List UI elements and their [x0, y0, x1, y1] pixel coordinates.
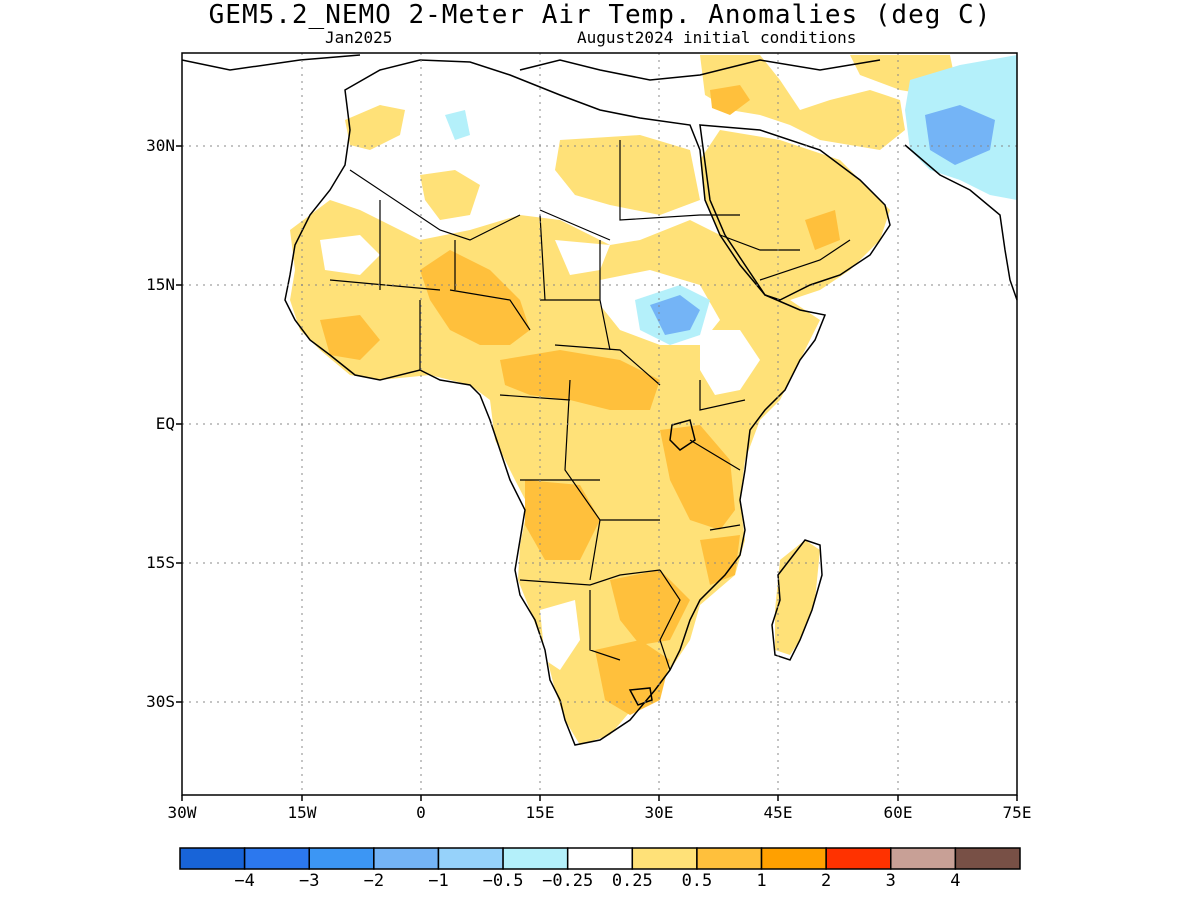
- lon-tick-label: 15E: [525, 803, 555, 822]
- neutral-anomaly-region: [700, 330, 760, 395]
- neutral-anomaly-region: [555, 240, 610, 275]
- colorbar-label: 0.25: [611, 871, 653, 891]
- colorbar-label: −2: [363, 871, 385, 891]
- colorbar-swatch: [179, 847, 246, 870]
- neutral-anomaly-region: [540, 600, 580, 670]
- warm-strong-region: [805, 210, 840, 250]
- lat-tick-label: 15S: [146, 553, 175, 572]
- initial-conditions: August2024 initial conditions: [577, 28, 857, 47]
- colorbar-swatch: [954, 847, 1021, 870]
- lat-tick-label: EQ: [155, 414, 175, 433]
- lat-tick-label: 30N: [146, 136, 175, 155]
- warm-anomaly-region: [420, 170, 480, 220]
- coastlines: [181, 54, 1018, 746]
- colorbar: [179, 847, 1021, 870]
- forecast-month: Jan2025: [325, 28, 393, 47]
- africa-coastline: [284, 59, 827, 746]
- colorbar-swatch: [760, 847, 827, 870]
- colorbar-swatch: [373, 847, 440, 870]
- warm-strong-region: [500, 350, 660, 410]
- colorbar-swatch: [631, 847, 698, 870]
- warm-strong-region: [420, 250, 530, 345]
- colorbar-swatch: [502, 847, 569, 870]
- lon-tick-label: 75E: [1002, 803, 1032, 822]
- warm-anomaly-region: [700, 130, 890, 300]
- warm-anomaly-region: [700, 55, 905, 150]
- warm-anomaly-region: [775, 540, 820, 655]
- warm-strong-region: [320, 315, 380, 360]
- map-panel: [176, 52, 1018, 801]
- warm-anomaly-region: [345, 105, 405, 150]
- colorbar-label: −3: [298, 871, 320, 891]
- warm-strong-region: [525, 480, 600, 560]
- colorbar-label: 1: [756, 871, 767, 891]
- colorbar-swatch: [825, 847, 892, 870]
- colorbar-swatch: [243, 847, 310, 870]
- map-title: GEM5.2_NEMO 2-Meter Air Temp. Anomalies …: [208, 0, 992, 30]
- lon-tick-label: 0: [416, 803, 426, 822]
- neutral-anomaly-region: [320, 235, 380, 275]
- lon-tick-label: 30E: [644, 803, 674, 822]
- colorbar-swatch: [696, 847, 763, 870]
- lake-victoria: [669, 419, 696, 451]
- axis-ticks: [176, 145, 1018, 801]
- colorbar-label: 3: [885, 871, 896, 891]
- lon-tick-label: 45E: [763, 803, 793, 822]
- graticule: [182, 53, 1017, 795]
- lon-tick-label: 15W: [287, 803, 317, 822]
- cool-anomaly-region: [925, 105, 995, 165]
- colorbar-label: 2: [821, 871, 832, 891]
- colorbar-label: −0.5: [482, 871, 524, 891]
- colorbar-label: 0.5: [681, 871, 713, 891]
- warm-strong-region: [610, 570, 690, 645]
- mediterranean-north-coast: [181, 54, 881, 81]
- lat-tick-label: 30S: [146, 692, 175, 711]
- lon-tick-label: 30W: [167, 803, 197, 822]
- lon-tick-label: 60E: [883, 803, 913, 822]
- arabia-coastline: [699, 124, 891, 301]
- border-lines: [329, 140, 851, 671]
- colorbar-label: −1: [428, 871, 449, 891]
- warm-strong-region: [660, 425, 735, 530]
- asia-coastline: [904, 144, 1018, 301]
- colorbar-swatch: [437, 847, 504, 870]
- colorbar-label: 4: [950, 871, 961, 891]
- warm-anomaly-region: [555, 135, 700, 215]
- madagascar-coastline: [771, 539, 823, 661]
- colorbar-swatch: [566, 847, 634, 870]
- warm-strong-region: [710, 85, 750, 115]
- warm-strong-region: [700, 535, 740, 585]
- cool-anomaly-region: [650, 295, 700, 335]
- cool-anomaly-region: [445, 110, 470, 140]
- colorbar-label: −4: [234, 871, 255, 891]
- anomaly-shading: [290, 55, 1017, 745]
- colorbar-swatch: [890, 847, 957, 870]
- colorbar-swatch: [308, 847, 375, 870]
- lat-tick-label: 15N: [146, 275, 175, 294]
- colorbar-label: −0.25: [542, 871, 594, 891]
- lake-outline: [628, 687, 653, 706]
